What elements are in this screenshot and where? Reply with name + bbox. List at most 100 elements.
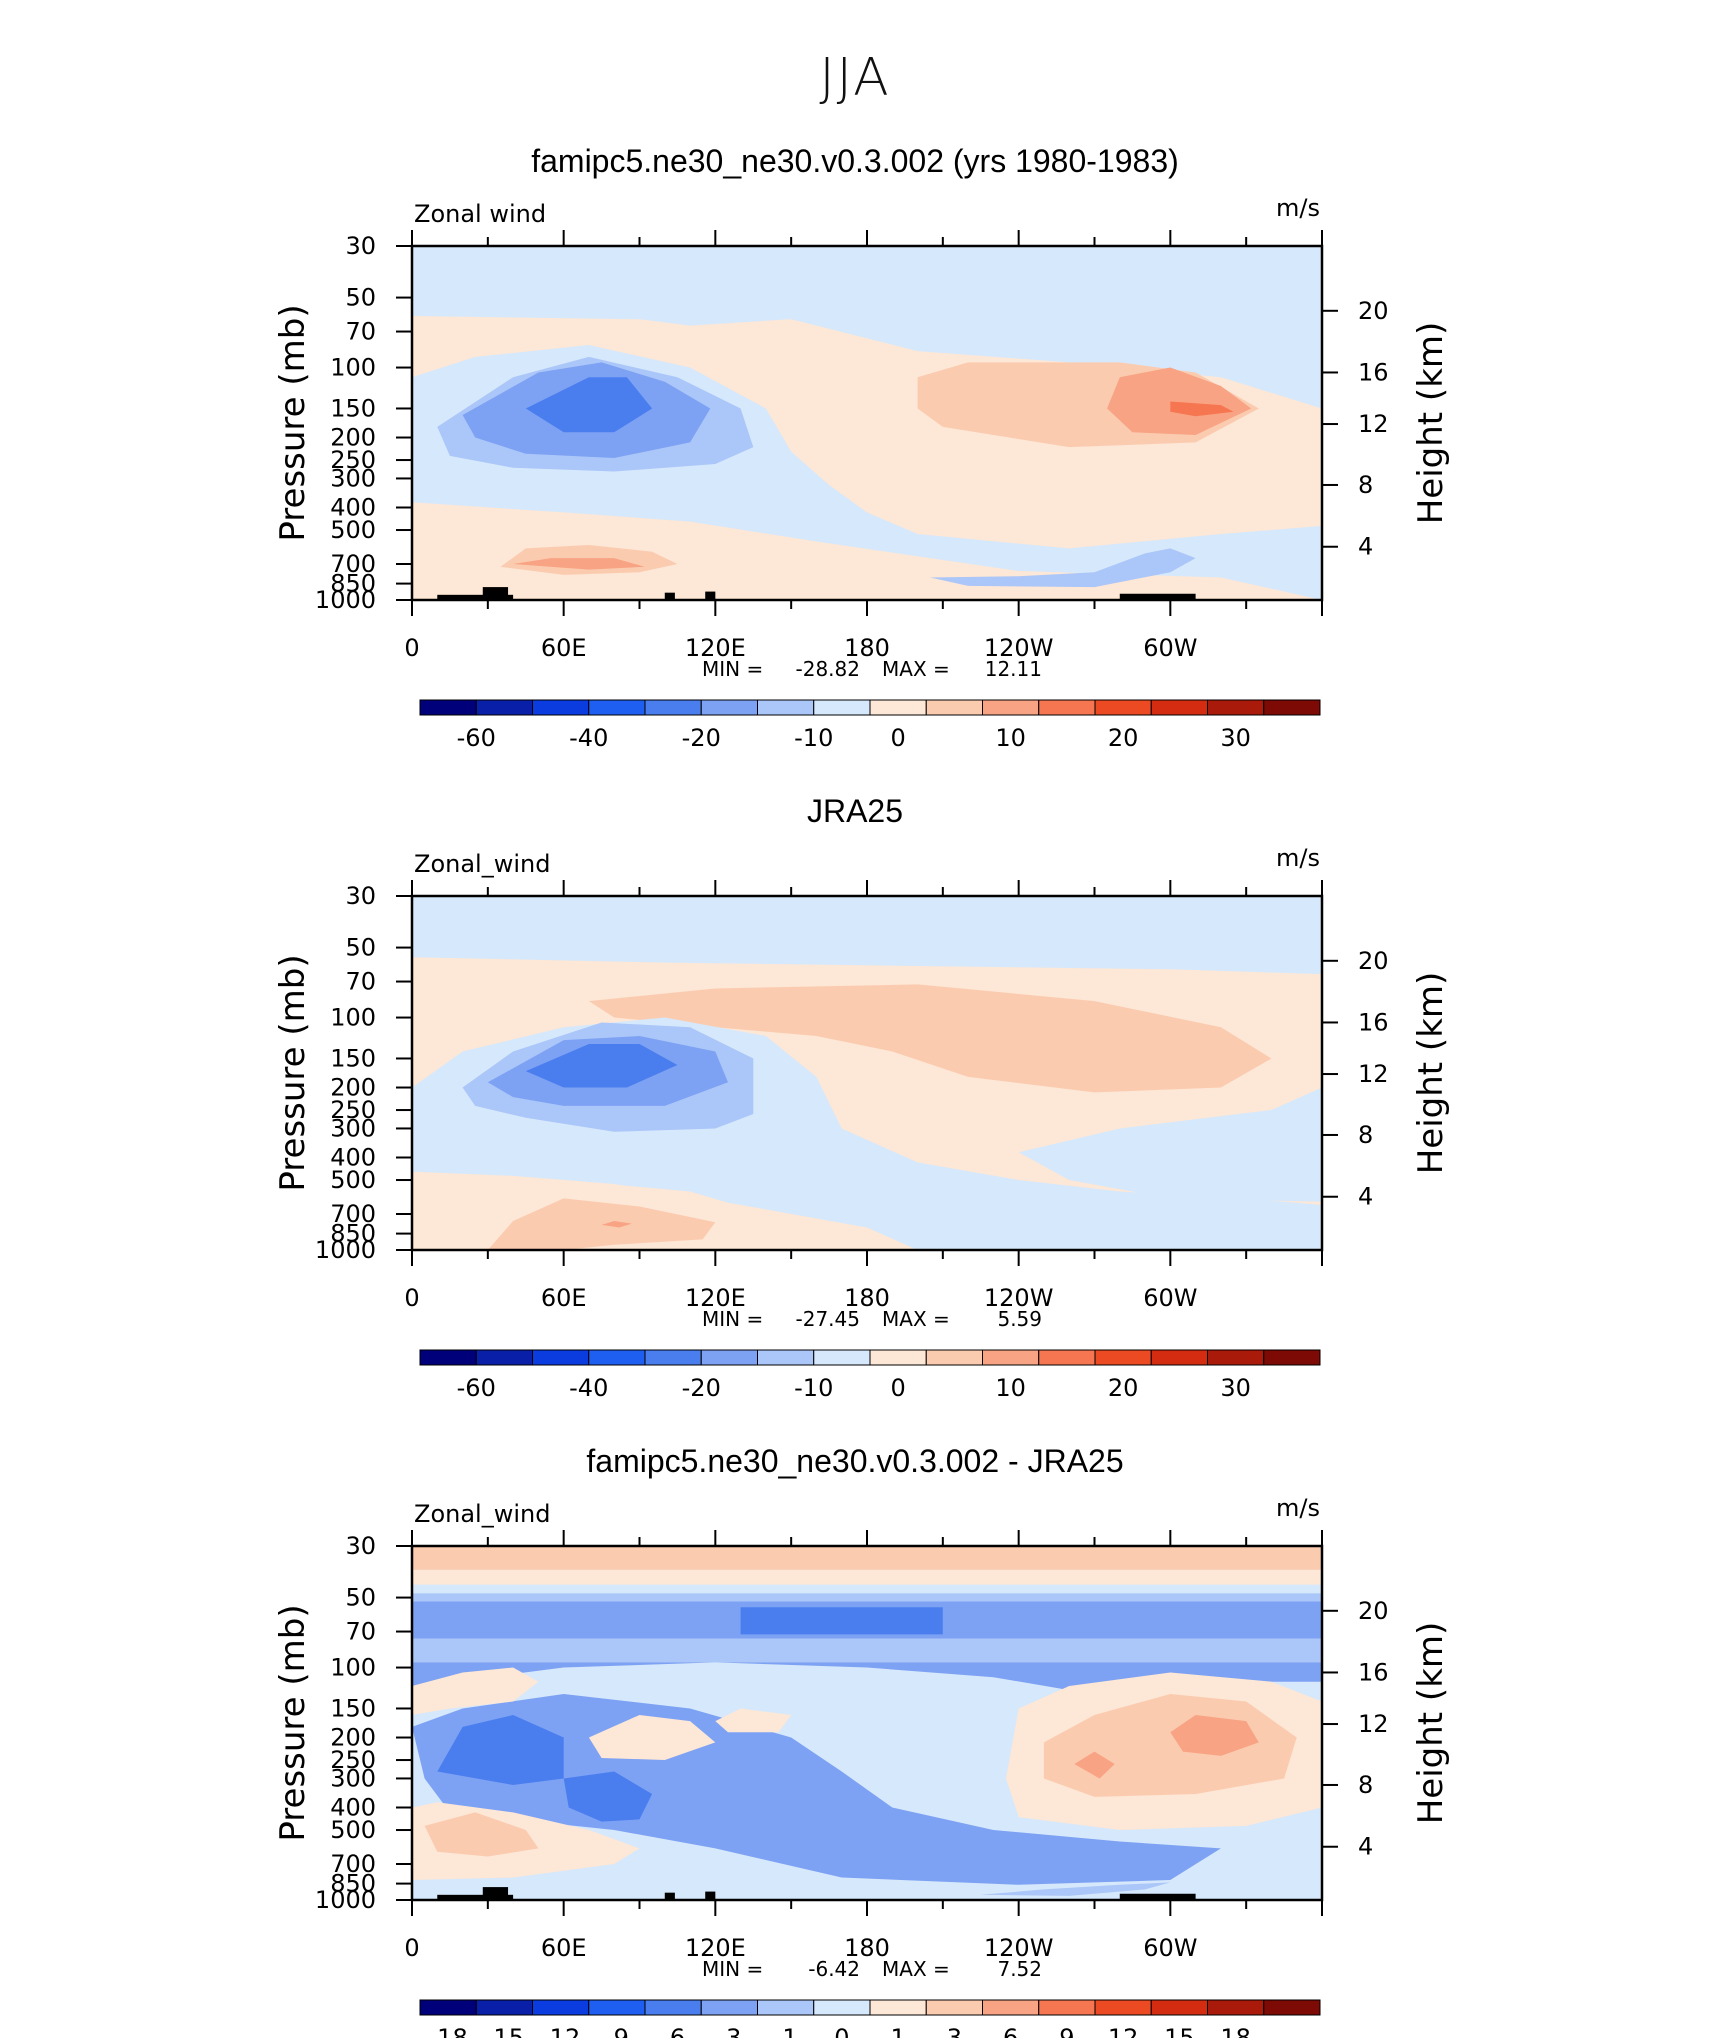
- height-tick-label: 12: [1358, 1060, 1389, 1088]
- colorbar-swatch: [982, 699, 1040, 716]
- colorbar-swatch: [644, 1999, 702, 2016]
- height-tick-label: 4: [1358, 1833, 1373, 1861]
- colorbar-swatch: [1207, 1999, 1265, 2016]
- colorbar-swatch: [588, 1349, 646, 1366]
- x-tick-label: 60W: [1143, 1934, 1197, 1962]
- height-tick-label: 12: [1358, 1710, 1389, 1738]
- colorbar: -60 -40 -20 -10 0 10 20 30: [419, 1349, 1321, 1402]
- y-tick-label: 400: [330, 493, 376, 521]
- units-label: m/s: [1276, 844, 1320, 872]
- colorbar-swatch: [757, 699, 815, 716]
- colorbar-swatch: [925, 1999, 983, 2016]
- contour-region: [412, 1546, 1322, 1570]
- colorbar-swatch: [419, 1349, 477, 1366]
- y-tick-label: 70: [345, 318, 376, 346]
- y2-axis-title: Height (km): [1411, 322, 1451, 525]
- units-label: m/s: [1276, 1494, 1320, 1522]
- y-tick-label: 30: [345, 882, 376, 910]
- colorbar-swatch: [419, 699, 477, 716]
- min-label: MIN =: [702, 1307, 763, 1331]
- colorbar-swatch: [532, 699, 590, 716]
- colorbar-label: 9: [1059, 2024, 1074, 2038]
- colorbar-swatch: [925, 1349, 983, 1366]
- y-tick-label: 700: [330, 1200, 376, 1228]
- contour-region: [412, 1667, 539, 1715]
- y-axis-title: Pressure (mb): [273, 1604, 313, 1841]
- colorbar: -18 -15 -12 -9 -6 -3 -1 0 1 3 6 9 12 15 18: [419, 1999, 1321, 2038]
- contour-region: [525, 377, 653, 433]
- contour-region: [588, 984, 1272, 1093]
- contour-region: [412, 1584, 1322, 1594]
- panel-title: famipc5.ne30_ne30.v0.3.002 - JRA25: [586, 1443, 1123, 1479]
- colorbar-label: -15: [485, 2024, 524, 2038]
- y-tick-label: 300: [330, 1764, 376, 1792]
- y-tick-label: 150: [330, 1694, 376, 1722]
- contour-region: [412, 1569, 1322, 1585]
- contour-region: [601, 1221, 632, 1228]
- colorbar-swatch: [813, 1999, 871, 2016]
- y-tick-label: 70: [345, 1618, 376, 1646]
- topography-block: [437, 1894, 514, 1900]
- height-tick-label: 8: [1358, 1771, 1373, 1799]
- y2-axis-title: Height (km): [1411, 972, 1451, 1175]
- max-label: MAX =: [882, 1957, 950, 1981]
- colorbar-label: 30: [1220, 724, 1251, 752]
- min-label: MIN =: [702, 657, 763, 681]
- y-tick-label: 100: [330, 1004, 376, 1032]
- y-tick-label: 100: [330, 1654, 376, 1682]
- colorbar-swatch: [1038, 1349, 1096, 1366]
- x-tick-label: 60E: [541, 634, 587, 662]
- y-tick-label: 250: [330, 446, 376, 474]
- units-label: m/s: [1276, 194, 1320, 222]
- y-axis-title: Pressure (mb): [273, 954, 313, 1191]
- figure-title: JJA: [819, 48, 891, 108]
- x-tick-label: 120W: [984, 1284, 1054, 1312]
- colorbar-label: 10: [995, 724, 1026, 752]
- y-tick-label: 70: [345, 968, 376, 996]
- colorbar-label: -40: [569, 1374, 608, 1402]
- contour-region: [424, 1812, 539, 1857]
- colorbar-swatch: [588, 699, 646, 716]
- y-tick-label: 200: [330, 1724, 376, 1752]
- colorbar-label: -60: [457, 1374, 496, 1402]
- colorbar-label: -20: [682, 1374, 721, 1402]
- contour-region: [1170, 1715, 1259, 1756]
- colorbar-swatch: [925, 699, 983, 716]
- colorbar-label: -40: [569, 724, 608, 752]
- y-tick-label: 850: [330, 1870, 376, 1898]
- topography-block: [1119, 593, 1196, 600]
- height-tick-label: 16: [1358, 1658, 1389, 1686]
- contour-field: [412, 1546, 1322, 1900]
- colorbar-swatch: [982, 1999, 1040, 2016]
- min-label: MIN =: [702, 1957, 763, 1981]
- contour-region: [980, 1882, 1171, 1896]
- y-tick-label: 30: [345, 1532, 376, 1560]
- x-tick-label: 180: [844, 1934, 890, 1962]
- topography-block: [482, 587, 509, 600]
- colorbar-label: 0: [890, 724, 905, 752]
- y-tick-label: 1000: [315, 1236, 376, 1264]
- colorbar-swatch: [700, 699, 758, 716]
- contour-region: [740, 1607, 943, 1635]
- height-tick-label: 16: [1358, 1008, 1389, 1036]
- y-tick-label: 150: [330, 394, 376, 422]
- colorbar-label: 0: [890, 1374, 905, 1402]
- colorbar-swatch: [869, 1999, 927, 2016]
- y-tick-label: 400: [330, 1143, 376, 1171]
- topography-block: [1119, 1893, 1196, 1900]
- x-tick-label: 60E: [541, 1284, 587, 1312]
- y2-axis-title: Height (km): [1411, 1622, 1451, 1825]
- colorbar-swatch: [813, 699, 871, 716]
- contour-region: [588, 1715, 716, 1760]
- colorbar-swatch: [1263, 1999, 1321, 2016]
- colorbar-label: -1: [774, 2024, 798, 2038]
- height-tick-label: 8: [1358, 471, 1373, 499]
- x-tick-label: 0: [404, 1284, 419, 1312]
- colorbar-label: -20: [682, 724, 721, 752]
- y-tick-label: 200: [330, 1074, 376, 1102]
- topography-block: [705, 591, 716, 600]
- y-tick-label: 50: [345, 934, 376, 962]
- colorbar-swatch: [869, 1349, 927, 1366]
- colorbar-label: -3: [717, 2024, 741, 2038]
- y-tick-label: 50: [345, 284, 376, 312]
